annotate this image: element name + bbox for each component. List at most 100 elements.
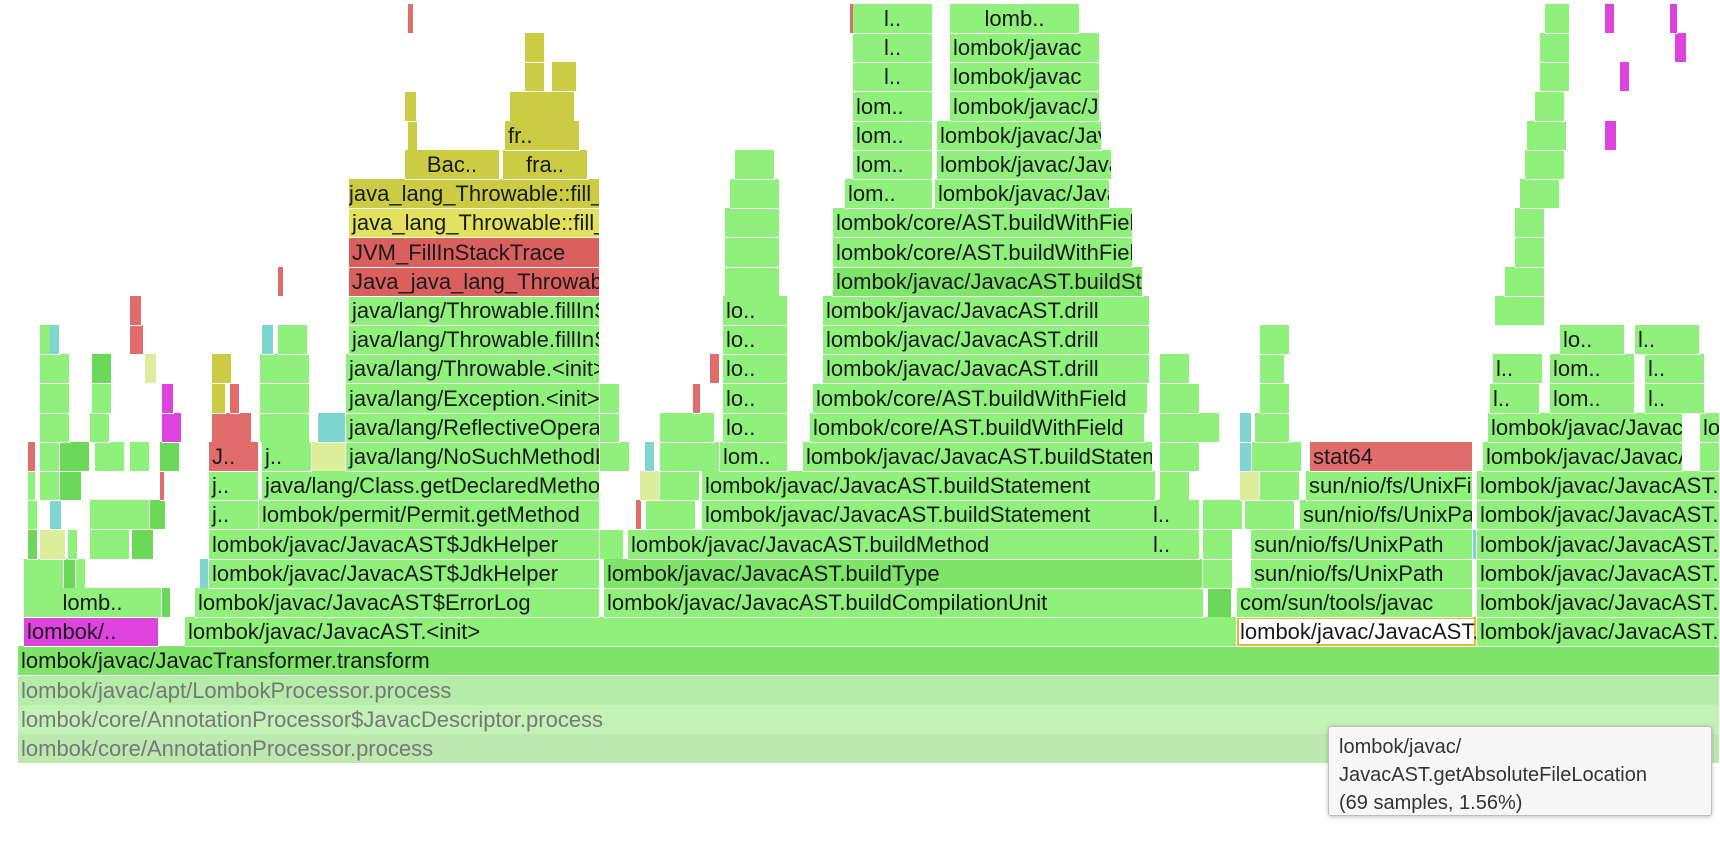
flame-frame-sliver[interactable] [150, 500, 166, 531]
flame-frame-sliver[interactable] [92, 383, 112, 414]
flame-frame[interactable]: j.. [209, 500, 259, 531]
flame-frame-sliver[interactable] [262, 325, 274, 356]
flame-frame[interactable]: l.. [1490, 383, 1540, 414]
flame-frame[interactable]: fra.. [503, 150, 588, 180]
flame-frame-sliver[interactable] [162, 383, 174, 414]
flame-frame[interactable]: lom.. [845, 179, 933, 210]
flame-frame-sliver[interactable] [40, 529, 66, 560]
flame-frame-sliver[interactable] [60, 471, 82, 502]
flame-frame[interactable]: java/lang/Exception.<init> [346, 383, 600, 414]
flame-frame[interactable]: lombok/javac/JavacAST [937, 150, 1112, 180]
flame-frame-sliver[interactable] [160, 471, 165, 502]
flame-frame-sliver[interactable] [1540, 33, 1570, 64]
flame-frame-sliver[interactable] [130, 325, 144, 356]
flame-frame[interactable]: sun/nio/fs/UnixPath [1251, 558, 1473, 589]
flame-frame-sliver[interactable] [725, 237, 780, 268]
flame-frame-sliver[interactable] [50, 500, 62, 531]
flame-frame[interactable]: Bac.. [405, 150, 500, 180]
flame-frame[interactable]: sun/nio/fs/UnixFileSystem [1306, 471, 1473, 502]
flame-frame[interactable]: l.. [1645, 383, 1705, 414]
flame-frame-sliver[interactable] [64, 558, 76, 589]
flame-frame[interactable]: lombok/javac/JavacAST [937, 120, 1102, 151]
flame-frame-sliver[interactable] [40, 442, 60, 472]
flame-frame[interactable]: java/lang/Throwable.fillInStackTrace [349, 296, 600, 326]
flame-frame-sliver[interactable] [660, 471, 700, 502]
flame-frame-sliver[interactable] [200, 558, 209, 589]
flame-frame[interactable]: l.. [1493, 354, 1543, 385]
flame-frame-sliver[interactable] [260, 383, 310, 414]
flame-frame-sliver[interactable] [1255, 412, 1290, 443]
flame-frame-sliver[interactable] [1160, 354, 1190, 385]
flame-frame-sliver[interactable] [40, 354, 70, 385]
flame-frame[interactable]: lombok/core/AST.buildWithField [810, 412, 1145, 443]
flame-frame-sliver[interactable] [160, 442, 180, 472]
flame-frame[interactable]: lombok/core/AST.buildWithField [833, 208, 1133, 239]
flame-frame-sliver[interactable] [24, 558, 64, 589]
flame-frame-sliver[interactable] [1545, 4, 1570, 34]
flame-frame-sliver[interactable] [312, 442, 346, 472]
flame-frame-sliver[interactable] [1605, 4, 1615, 34]
flame-frame[interactable]: lom.. [853, 120, 933, 151]
flame-frame-sliver[interactable] [212, 412, 252, 443]
flame-frame[interactable]: j.. [262, 442, 312, 472]
flame-frame[interactable]: lombok/javac/JavacAST$JdkHelper [209, 529, 600, 560]
flame-frame-sliver[interactable] [162, 412, 182, 443]
flame-frame[interactable]: lombok/javac/JavacAST.buildType [1477, 588, 1720, 618]
flame-frame-sliver[interactable] [646, 500, 696, 531]
flame-frame-sliver[interactable] [130, 442, 150, 472]
flame-frame-sliver[interactable] [1535, 91, 1565, 122]
flame-frame[interactable]: lombok/javac/JavacAST [1488, 412, 1683, 443]
flame-frame-sliver[interactable] [510, 91, 575, 122]
flame-frame[interactable]: lo.. [723, 383, 788, 414]
flame-frame[interactable]: lombok/javac/JavacAST.buildStatement [702, 500, 1156, 531]
flame-frame[interactable]: java/lang/Throwable.<init> [346, 354, 600, 385]
flame-frame-sliver[interactable] [725, 208, 780, 239]
flame-frame[interactable]: l.. [853, 33, 933, 64]
flame-frame[interactable]: lombok/javac/JavacAST.buildStatement [833, 266, 1143, 297]
flame-frame-sliver[interactable] [145, 354, 157, 385]
flame-frame-sliver[interactable] [1160, 383, 1200, 414]
flame-frame-sliver[interactable] [1260, 325, 1290, 356]
flame-frame[interactable]: l.. [853, 62, 933, 93]
flame-frame-sliver[interactable] [1525, 150, 1565, 180]
flame-frame-sliver[interactable] [1260, 383, 1290, 414]
flame-frame[interactable]: lombok/javac/JavacAST.<init> [185, 617, 1237, 648]
flame-frame-sliver[interactable] [525, 33, 545, 64]
flame-frame[interactable]: lombok/javac/JavacAST.buildStatement [1477, 471, 1720, 502]
flame-frame[interactable]: lo.. [1560, 325, 1625, 356]
flame-frame-sliver[interactable] [710, 354, 720, 385]
flame-frame-sliver[interactable] [90, 529, 130, 560]
flame-frame-sliver[interactable] [212, 354, 232, 385]
flame-frame-sliver[interactable] [278, 266, 284, 297]
flame-frame-sliver[interactable] [1260, 354, 1285, 385]
flame-frame[interactable]: lom.. [1550, 354, 1635, 385]
flame-frame[interactable]: com/sun/tools/javac [1237, 588, 1473, 618]
flame-frame[interactable]: lombok/javac/JavacAST.buildStatement [702, 471, 1156, 502]
flame-frame-sliver[interactable] [1203, 500, 1243, 531]
flame-frame-sliver[interactable] [725, 266, 780, 297]
flame-frame-sliver[interactable] [600, 442, 630, 472]
flame-frame[interactable]: lombok/javac/JavacTransformer.transform [18, 646, 1720, 677]
flame-frame[interactable]: lomb.. [950, 4, 1080, 34]
flame-frame[interactable]: java/lang/NoSuchMethodException [346, 442, 600, 472]
flame-frame-hovered[interactable]: lombok/javac/JavacAST.getAbsoluteFileLoc… [1237, 617, 1477, 648]
flame-frame[interactable]: lombok/javac/JavacAST.drill [823, 325, 1150, 356]
flame-frame[interactable]: stat64 [1310, 442, 1473, 472]
flame-frame-sliver[interactable] [1203, 558, 1233, 589]
flame-frame-sliver[interactable] [1605, 120, 1617, 151]
flame-frame-sliver[interactable] [1245, 500, 1295, 531]
flame-frame-sliver[interactable] [640, 471, 660, 502]
flame-frame-sliver[interactable] [735, 150, 775, 180]
flame-frame[interactable]: lombok/javac [950, 33, 1100, 64]
flame-frame[interactable]: lo [1700, 412, 1720, 443]
flame-frame[interactable]: l.. [1150, 529, 1200, 560]
flame-frame[interactable]: lombok/javac/JavacAST$ErrorLog [195, 588, 600, 618]
flame-frame[interactable]: lombok/javac/JavacAST.buildCompilationUn… [604, 588, 1204, 618]
flame-frame[interactable]: lombok/javac/JavacAST [950, 91, 1100, 122]
flame-frame[interactable]: lombok/core/AnnotationProcessor$JavacDes… [18, 704, 1720, 735]
flame-frame-sliver[interactable] [90, 500, 150, 531]
flame-frame[interactable]: lombok/javac/JavacAST [1483, 442, 1683, 472]
flame-frame-sliver[interactable] [693, 383, 701, 414]
flame-frame-sliver[interactable] [50, 325, 60, 356]
flame-frame[interactable]: l.. [1645, 354, 1705, 385]
